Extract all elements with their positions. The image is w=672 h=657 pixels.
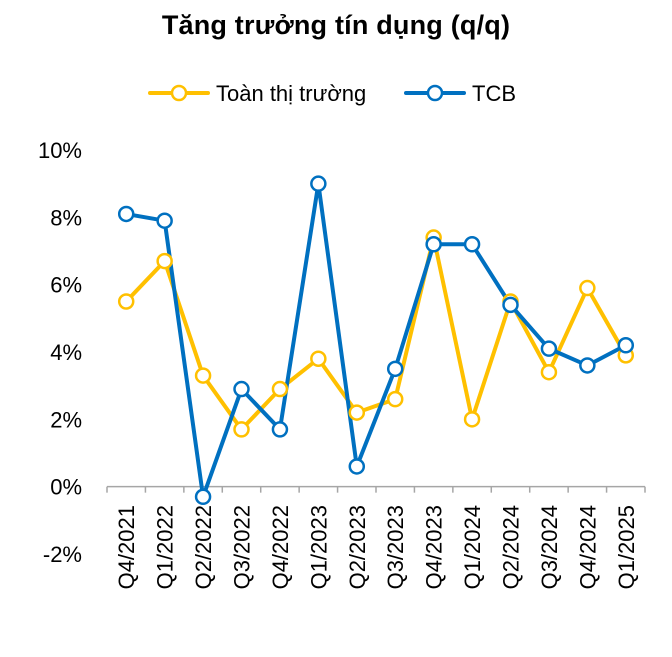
data-point-1 xyxy=(233,421,250,438)
data-point-1 xyxy=(117,293,135,310)
chart-axes: -2% 0% 2% 4% 6% 8% 10% Q4/2021 Q1/2022 Q2/2022 Q3/… xyxy=(38,138,646,589)
x-tick-label: Q3/2024 xyxy=(537,505,562,589)
y-tick-label: 10% xyxy=(38,138,82,163)
data-point-1 xyxy=(579,279,596,297)
data-point-2 xyxy=(348,458,366,475)
x-tick-label: Q3/2022 xyxy=(230,505,255,589)
x-tick-label: Q1/2022 xyxy=(153,505,178,589)
data-point-2 xyxy=(617,337,635,354)
series-line-2 xyxy=(124,181,628,499)
data-point-2 xyxy=(386,360,404,378)
legend-label-1: Toàn thị trường xyxy=(216,81,366,106)
data-point-2 xyxy=(425,236,442,253)
x-tick-label: Q4/2024 xyxy=(575,505,600,589)
y-tick-label: 2% xyxy=(50,407,82,432)
data-point-2 xyxy=(540,340,558,357)
data-point-2 xyxy=(310,175,327,192)
x-tick-label: Q2/2022 xyxy=(191,505,216,589)
x-tick-label: Q1/2023 xyxy=(306,505,331,589)
x-tick-label: Q4/2022 xyxy=(268,505,293,589)
data-point-1 xyxy=(348,404,366,421)
chart-series xyxy=(117,175,635,506)
y-tick-label: -2% xyxy=(43,542,82,567)
data-point-2 xyxy=(117,205,135,223)
y-tick-label: 8% xyxy=(50,205,82,230)
x-tick-label: Q1/2025 xyxy=(614,505,639,589)
data-point-1 xyxy=(386,390,404,408)
data-point-1 xyxy=(156,252,173,270)
data-point-2 xyxy=(233,380,250,398)
legend-marker-2 xyxy=(426,84,444,102)
x-tick-label: Q4/2023 xyxy=(422,505,447,589)
chart-title: Tăng trưởng tín dụng (q/q) xyxy=(161,10,511,40)
data-point-2 xyxy=(463,236,481,253)
x-tick-label: Q1/2024 xyxy=(460,505,485,589)
data-point-2 xyxy=(156,212,173,229)
legend-marker-1 xyxy=(170,84,188,102)
data-point-1 xyxy=(310,350,327,367)
y-tick-label: 6% xyxy=(50,273,82,298)
data-point-2 xyxy=(579,357,596,374)
data-point-2 xyxy=(194,488,212,506)
data-point-1 xyxy=(540,363,558,381)
y-tick-label: 0% xyxy=(50,475,82,500)
data-point-2 xyxy=(271,421,289,438)
x-tick-label: Q2/2024 xyxy=(499,505,524,589)
data-point-2 xyxy=(502,296,519,314)
legend-label-2: TCB xyxy=(472,81,516,106)
series-line-1 xyxy=(124,235,628,432)
x-tick-label: Q2/2023 xyxy=(345,505,370,589)
data-point-1 xyxy=(463,411,481,428)
x-tick-label: Q4/2021 xyxy=(114,505,139,589)
y-tick-label: 4% xyxy=(50,340,82,365)
legend: Toàn thị trường TCB xyxy=(148,81,516,106)
x-tick-label: Q3/2023 xyxy=(383,505,408,589)
data-point-1 xyxy=(194,367,212,384)
data-point-1 xyxy=(271,380,289,398)
